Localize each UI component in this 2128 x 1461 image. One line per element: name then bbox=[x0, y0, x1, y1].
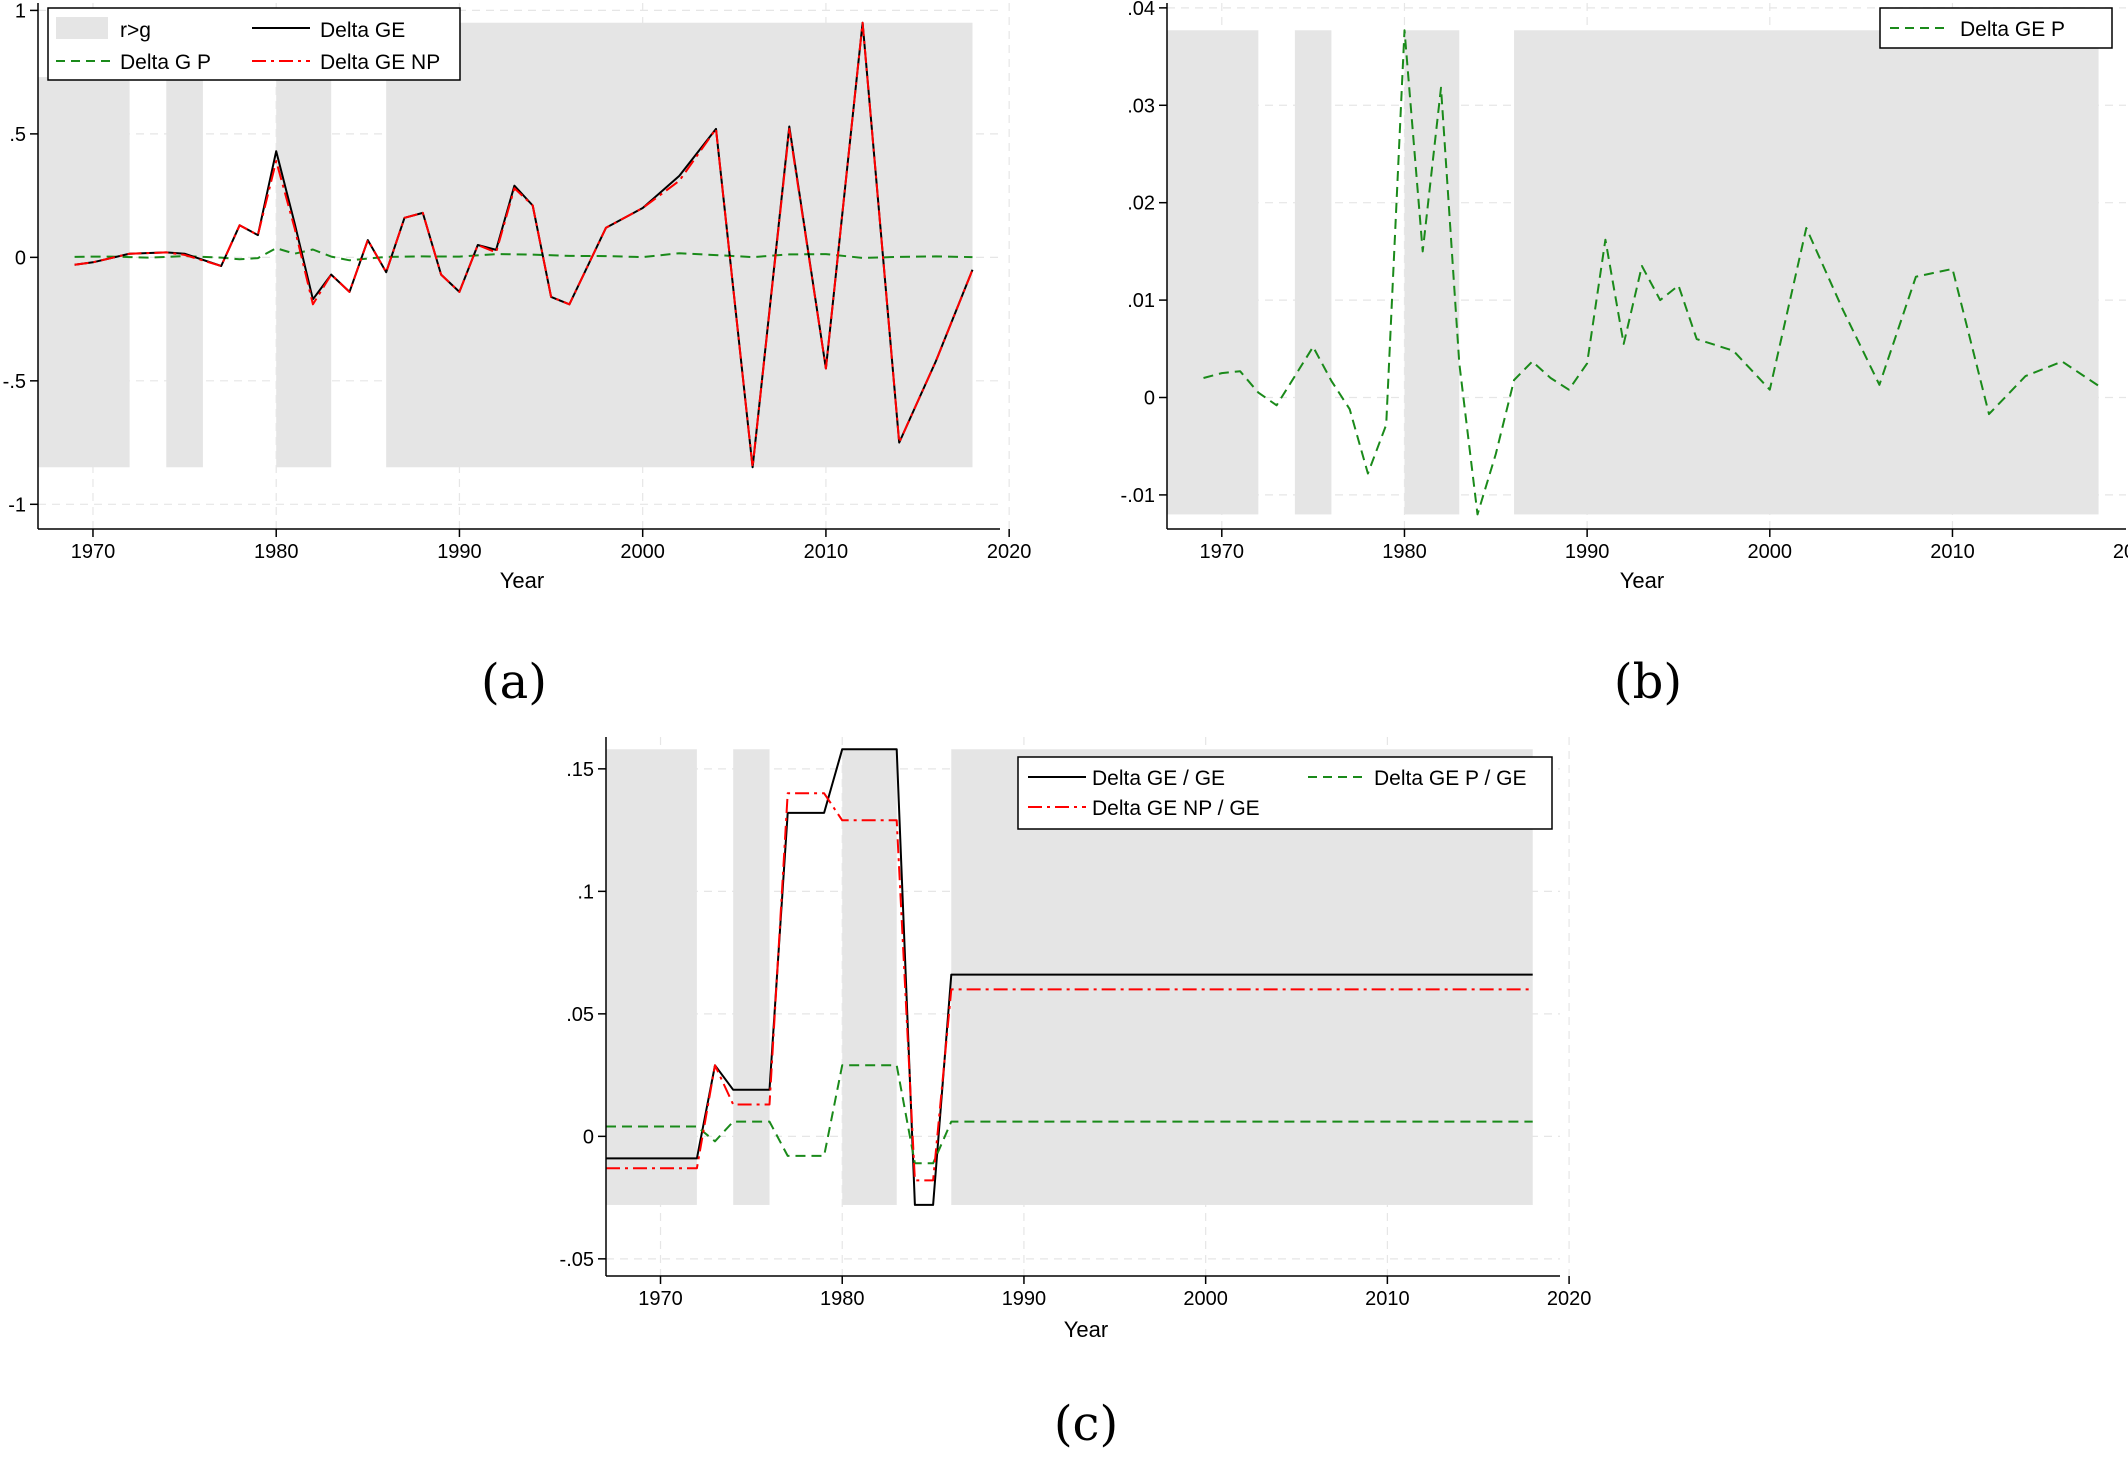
shade-layer bbox=[1167, 30, 2099, 515]
x-tick-label: 1990 bbox=[437, 541, 482, 563]
legend-swatch-rg bbox=[56, 17, 108, 39]
x-axis-title: Year bbox=[500, 568, 544, 593]
y-tick-label: -1 bbox=[8, 494, 26, 516]
series-layer bbox=[1203, 29, 2100, 516]
x-tick-label: 2020 bbox=[1547, 1288, 1592, 1310]
legend: Delta GE P bbox=[1879, 7, 2113, 49]
legend-label-rg: r>g bbox=[120, 19, 151, 42]
x-tick-label: 2020 bbox=[987, 541, 1032, 563]
legend-box bbox=[1879, 7, 2113, 49]
shaded-region-rg bbox=[1294, 30, 1332, 515]
panel-label-a: (a) bbox=[481, 654, 547, 710]
legend-box bbox=[1017, 756, 1553, 830]
x-axis-title: Year bbox=[1620, 568, 1664, 593]
y-tick-label: .1 bbox=[577, 881, 594, 903]
legend-label-delta-g-p: Delta G P bbox=[120, 51, 211, 74]
panel-label-c: (c) bbox=[1054, 1396, 1118, 1452]
y-tick-label: 0 bbox=[15, 247, 26, 269]
shaded-region-rg bbox=[842, 749, 897, 1205]
shaded-region-rg bbox=[606, 749, 697, 1205]
legend-label-delta-ge-p-ge: Delta GE P / GE bbox=[1374, 767, 1527, 790]
x-tick-label: 1970 bbox=[1200, 541, 1245, 563]
y-tick-label: -.5 bbox=[3, 371, 26, 393]
y-tick-label: .04 bbox=[1127, 0, 1155, 20]
x-tick-label: 2010 bbox=[1930, 541, 1975, 563]
x-tick-label: 1990 bbox=[1002, 1288, 1047, 1310]
y-tick-label: -.01 bbox=[1121, 485, 1155, 507]
legend-label-delta-ge: Delta GE bbox=[320, 19, 405, 42]
shaded-region-rg bbox=[276, 77, 332, 468]
x-tick-label: 2000 bbox=[620, 541, 665, 563]
panel-label-b: (b) bbox=[1614, 654, 1682, 710]
x-tick-label: 2000 bbox=[1748, 541, 1793, 563]
x-tick-label: 2000 bbox=[1183, 1288, 1228, 1310]
series-line-delta-ge-np-ge bbox=[606, 792, 1533, 1182]
shaded-region-rg bbox=[1404, 30, 1460, 515]
y-tick-label: .03 bbox=[1127, 95, 1155, 117]
x-axis-title: Year bbox=[1064, 1317, 1108, 1342]
axes-layer: 1970 1980 1990 2000 2010 2020 -1 -.5 0 .5 1 bbox=[3, 0, 1032, 563]
series-line-delta-ge bbox=[74, 21, 974, 469]
legend-label-delta-ge-ge: Delta GE / GE bbox=[1092, 767, 1225, 790]
shaded-region-rg bbox=[733, 749, 770, 1205]
x-tick-label: 1980 bbox=[254, 541, 299, 563]
x-tick-label: 1970 bbox=[638, 1288, 683, 1310]
x-tick-label: 2010 bbox=[804, 541, 849, 563]
legend: Delta GE / GE Delta GE P / GE Delta GE N… bbox=[1017, 756, 1553, 830]
series-layer bbox=[606, 748, 1533, 1206]
shaded-region-rg bbox=[166, 77, 203, 468]
legend-label-delta-ge-np-ge: Delta GE NP / GE bbox=[1092, 797, 1260, 820]
legend-box bbox=[47, 7, 461, 81]
y-tick-label: .02 bbox=[1127, 193, 1155, 215]
series-line-delta-ge-p bbox=[1203, 29, 2100, 516]
x-tick-label: 1980 bbox=[820, 1288, 865, 1310]
x-tick-label: 2010 bbox=[1365, 1288, 1410, 1310]
x-tick-label: 1990 bbox=[1565, 541, 1610, 563]
shaded-region-rg bbox=[38, 77, 130, 468]
y-tick-label: 1 bbox=[15, 0, 26, 22]
axes-layer: 1970 1980 1990 2000 2010 2020 -.05 0 .05 .1 .15 bbox=[560, 737, 1592, 1310]
y-tick-label: .05 bbox=[566, 1004, 594, 1026]
legend-label-delta-ge-np: Delta GE NP bbox=[320, 51, 440, 74]
series-line-delta-ge-p-ge bbox=[606, 1064, 1533, 1165]
y-tick-label: .5 bbox=[9, 124, 26, 146]
legend-label-delta-ge-p: Delta GE P bbox=[1960, 18, 2065, 41]
y-tick-label: -.05 bbox=[560, 1249, 594, 1271]
shade-layer bbox=[38, 22, 973, 468]
x-tick-label: 1980 bbox=[1382, 541, 1427, 563]
shaded-region-rg bbox=[386, 22, 973, 468]
legend: r>g Delta GE Delta G P Delta GE NP bbox=[47, 7, 461, 81]
y-tick-label: .15 bbox=[566, 759, 594, 781]
y-tick-label: .01 bbox=[1127, 290, 1155, 312]
chart-panel-c: 1970 1980 1990 2000 2010 2020 -.05 0 .05 .1 .15 Ye… bbox=[560, 737, 1592, 1452]
chart-panel-a: 1970 1980 1990 2000 2010 2020 -1 -.5 0 .5 1 Year r… bbox=[3, 0, 1032, 710]
series-layer bbox=[74, 21, 974, 469]
shaded-region-rg bbox=[1514, 30, 2099, 515]
chart-panel-b: 1970 1980 1990 2000 2010 2020 -.01 0 .01 .02 .03 .0… bbox=[1121, 0, 2128, 710]
y-tick-label: 0 bbox=[583, 1126, 594, 1148]
y-tick-label: 0 bbox=[1144, 388, 1155, 410]
shaded-region-rg bbox=[1167, 30, 1259, 515]
x-tick-label: 1970 bbox=[71, 541, 116, 563]
x-tick-label: 2020 bbox=[2113, 541, 2128, 563]
axes-layer: 1970 1980 1990 2000 2010 2020 -.01 0 .01 .02 .03 .0… bbox=[1121, 0, 2128, 563]
